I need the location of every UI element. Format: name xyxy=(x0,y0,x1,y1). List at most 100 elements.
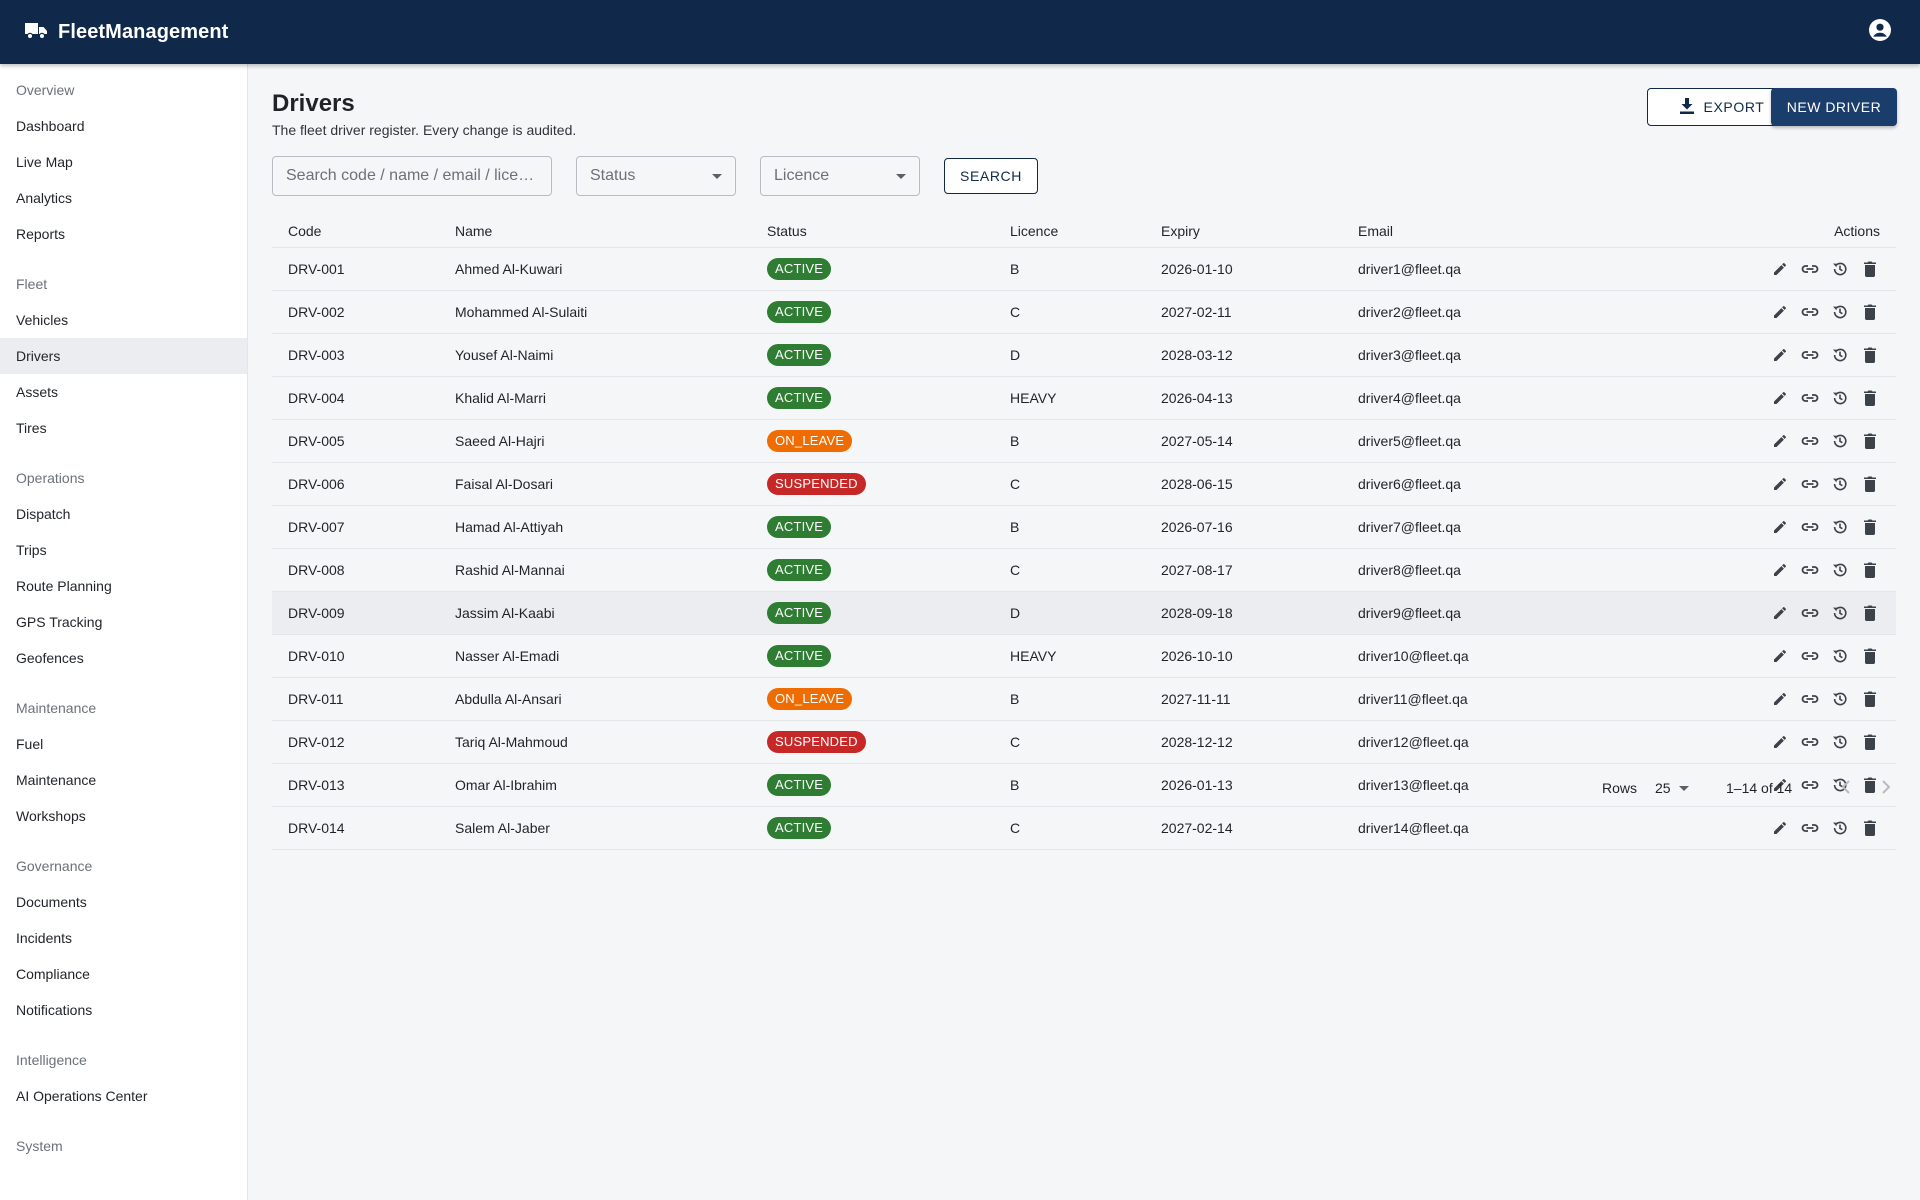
delete-icon[interactable] xyxy=(1860,517,1880,537)
sidebar-item-ai-operations-center[interactable]: AI Operations Center xyxy=(16,1088,148,1104)
delete-icon[interactable] xyxy=(1860,775,1880,795)
delete-icon[interactable] xyxy=(1860,732,1880,752)
edit-icon[interactable] xyxy=(1770,431,1790,451)
history-icon[interactable] xyxy=(1830,603,1850,623)
history-icon[interactable] xyxy=(1830,646,1850,666)
link-icon[interactable] xyxy=(1800,259,1820,279)
link-icon[interactable] xyxy=(1800,345,1820,365)
history-icon[interactable] xyxy=(1830,560,1850,580)
sidebar-item-maintenance[interactable]: Maintenance xyxy=(16,772,97,788)
table-row[interactable]: DRV-009 Jassim Al-Kaabi ACTIVE D 2028-09-18 d… xyxy=(272,592,1896,635)
table-row[interactable]: DRV-007 Hamad Al-Attiyah ACTIVE B 2026-07-16… xyxy=(272,506,1896,549)
sidebar-item-fuel[interactable]: Fuel xyxy=(16,736,44,752)
history-icon[interactable] xyxy=(1830,517,1850,537)
history-icon[interactable] xyxy=(1830,431,1850,451)
table-row[interactable]: DRV-011 Abdulla Al-Ansari ON_LEAVE B 2027-11… xyxy=(272,678,1896,721)
history-icon[interactable] xyxy=(1830,689,1850,709)
history-icon[interactable] xyxy=(1830,732,1850,752)
history-icon[interactable] xyxy=(1830,388,1850,408)
sidebar-item-tires[interactable]: Tires xyxy=(16,420,47,436)
account-button[interactable] xyxy=(1864,16,1896,48)
column-header-licence[interactable]: Licence xyxy=(1010,222,1059,239)
sidebar-item-geofences[interactable]: Geofences xyxy=(16,650,84,666)
delete-icon[interactable] xyxy=(1860,302,1880,322)
table-row[interactable]: DRV-012 Tariq Al-Mahmoud SUSPENDED C 2028-12… xyxy=(272,721,1896,764)
sidebar-item-assets[interactable]: Assets xyxy=(16,384,59,400)
sidebar-item-gps-tracking[interactable]: GPS Tracking xyxy=(16,614,103,630)
delete-icon[interactable] xyxy=(1860,646,1880,666)
sidebar-item-notifications[interactable]: Notifications xyxy=(16,1002,93,1018)
history-icon[interactable] xyxy=(1830,474,1850,494)
edit-icon[interactable] xyxy=(1770,345,1790,365)
table-row[interactable]: DRV-002 Mohammed Al-Sulaiti ACTIVE C 2027-02… xyxy=(272,291,1896,334)
table-row[interactable]: DRV-004 Khalid Al-Marri ACTIVE HEAVY 2026-04… xyxy=(272,377,1896,420)
column-header-email[interactable]: Email xyxy=(1358,222,1394,239)
new-driver-button[interactable]: NEW DRIVER xyxy=(1771,88,1897,126)
edit-icon[interactable] xyxy=(1770,646,1790,666)
link-icon[interactable] xyxy=(1800,302,1820,322)
delete-icon[interactable] xyxy=(1860,818,1880,838)
table-row[interactable]: DRV-010 Nasser Al-Emadi ACTIVE HEAVY 2026-10… xyxy=(272,635,1896,678)
next-page-button[interactable] xyxy=(1872,774,1900,802)
sidebar-item-documents[interactable]: Documents xyxy=(16,894,87,910)
table-row[interactable]: DRV-005 Saeed Al-Hajri ON_LEAVE B 2027-05-14… xyxy=(272,420,1896,463)
delete-icon[interactable] xyxy=(1860,345,1880,365)
column-header-code[interactable]: Code xyxy=(288,222,322,239)
edit-icon[interactable] xyxy=(1770,474,1790,494)
sidebar-item-workshops[interactable]: Workshops xyxy=(16,808,86,824)
status-select[interactable]: Status xyxy=(576,156,736,196)
sidebar-item-compliance[interactable]: Compliance xyxy=(16,966,90,982)
rows-per-page-select[interactable]: 25 xyxy=(1655,780,1689,796)
sidebar-item-incidents[interactable]: Incidents xyxy=(16,930,73,946)
table-row[interactable]: DRV-013 Omar Al-Ibrahim ACTIVE B 2026-01-13 d… xyxy=(272,764,1896,807)
sidebar-item-dispatch[interactable]: Dispatch xyxy=(16,506,71,522)
edit-icon[interactable] xyxy=(1770,689,1790,709)
link-icon[interactable] xyxy=(1800,646,1820,666)
sidebar-item-dashboard[interactable]: Dashboard xyxy=(16,118,85,134)
search-input[interactable] xyxy=(286,167,538,185)
delete-icon[interactable] xyxy=(1860,560,1880,580)
link-icon[interactable] xyxy=(1800,775,1820,795)
sidebar-item-route-planning[interactable]: Route Planning xyxy=(16,578,112,594)
link-icon[interactable] xyxy=(1800,517,1820,537)
sidebar-item-live-map[interactable]: Live Map xyxy=(16,154,73,170)
edit-icon[interactable] xyxy=(1770,302,1790,322)
table-row[interactable]: DRV-001 Ahmed Al-Kuwari ACTIVE B 2026-01-10 d… xyxy=(272,248,1896,291)
sidebar-item-trips[interactable]: Trips xyxy=(16,542,47,558)
delete-icon[interactable] xyxy=(1860,388,1880,408)
history-icon[interactable] xyxy=(1830,259,1850,279)
sidebar-item-vehicles[interactable]: Vehicles xyxy=(16,312,69,328)
delete-icon[interactable] xyxy=(1860,474,1880,494)
search-button[interactable]: SEARCH xyxy=(944,158,1038,194)
table-row[interactable]: DRV-008 Rashid Al-Mannai ACTIVE C 2027-08-17… xyxy=(272,549,1896,592)
edit-icon[interactable] xyxy=(1770,818,1790,838)
licence-select[interactable]: Licence xyxy=(760,156,920,196)
sidebar-item-drivers[interactable]: Drivers xyxy=(0,338,247,374)
table-row[interactable]: DRV-014 Salem Al-Jaber ACTIVE C 2027-02-14 dr… xyxy=(272,807,1896,850)
link-icon[interactable] xyxy=(1800,431,1820,451)
link-icon[interactable] xyxy=(1800,818,1820,838)
previous-page-button[interactable] xyxy=(1832,774,1860,802)
link-icon[interactable] xyxy=(1800,689,1820,709)
sidebar-item-analytics[interactable]: Analytics xyxy=(16,190,73,206)
delete-icon[interactable] xyxy=(1860,603,1880,623)
edit-icon[interactable] xyxy=(1770,775,1790,795)
history-icon[interactable] xyxy=(1830,818,1850,838)
column-header-name[interactable]: Name xyxy=(455,222,493,239)
delete-icon[interactable] xyxy=(1860,259,1880,279)
history-icon[interactable] xyxy=(1830,775,1850,795)
column-header-status[interactable]: Status xyxy=(767,222,807,239)
history-icon[interactable] xyxy=(1830,302,1850,322)
edit-icon[interactable] xyxy=(1770,560,1790,580)
search-field[interactable] xyxy=(272,156,552,196)
link-icon[interactable] xyxy=(1800,388,1820,408)
link-icon[interactable] xyxy=(1800,732,1820,752)
edit-icon[interactable] xyxy=(1770,517,1790,537)
column-header-expiry[interactable]: Expiry xyxy=(1161,222,1200,239)
edit-icon[interactable] xyxy=(1770,259,1790,279)
link-icon[interactable] xyxy=(1800,474,1820,494)
table-row[interactable]: DRV-003 Yousef Al-Naimi ACTIVE D 2028-03-12 d… xyxy=(272,334,1896,377)
link-icon[interactable] xyxy=(1800,560,1820,580)
link-icon[interactable] xyxy=(1800,603,1820,623)
edit-icon[interactable] xyxy=(1770,732,1790,752)
